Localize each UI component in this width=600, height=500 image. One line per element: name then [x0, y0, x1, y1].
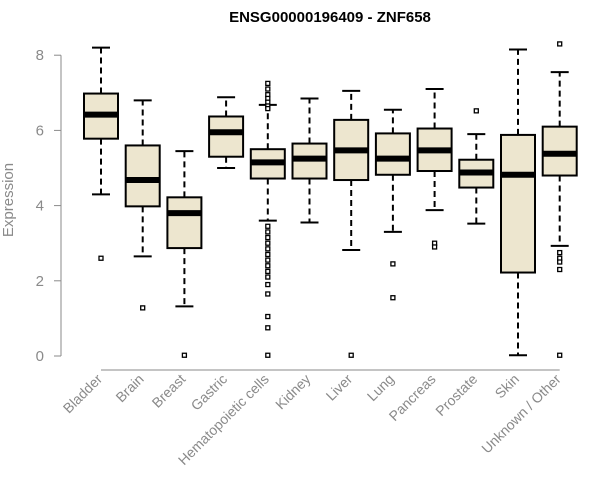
x-tick-label: Bladder	[60, 371, 106, 417]
box-breast	[166, 150, 203, 358]
outlier-point	[265, 263, 271, 269]
x-tick-label: Prostate	[432, 371, 480, 419]
box-unknown-other	[541, 41, 578, 358]
outlier-point	[390, 295, 396, 301]
outlier-point	[431, 244, 438, 250]
outlier-point	[265, 291, 271, 297]
outlier-point	[265, 229, 271, 235]
x-tick-label: Kidney	[272, 371, 314, 413]
outlier-point	[557, 259, 563, 265]
x-tick-label: Liver	[323, 371, 356, 404]
x-tick-label: Brain	[112, 371, 146, 405]
box-brain	[124, 99, 161, 311]
outlier-point	[265, 251, 271, 258]
x-tick-label: Unknown / Other	[478, 371, 564, 457]
box-kidney	[291, 97, 328, 224]
outlier-point	[265, 352, 271, 358]
y-tick-label: 4	[36, 198, 44, 215]
outlier-point	[265, 281, 271, 288]
outlier-point	[265, 86, 271, 92]
chart-title: ENSG00000196409 - ZNF658	[229, 9, 431, 26]
outlier-point	[265, 223, 271, 229]
box-prostate	[458, 108, 495, 225]
box-gastric	[208, 96, 245, 169]
outlier-point	[265, 234, 271, 241]
box-hematopoietic-cells	[249, 80, 286, 358]
axes: 0 2 4 6 8	[36, 47, 560, 371]
outlier-point	[265, 105, 271, 112]
outlier-point	[265, 246, 271, 252]
x-tick-label: Skin	[492, 371, 523, 402]
outlier-point	[473, 108, 479, 114]
box-pancreas	[416, 88, 453, 250]
outlier-point	[98, 255, 104, 261]
box-bladder	[83, 46, 119, 261]
y-tick-label: 6	[36, 122, 44, 139]
outlier-point	[265, 313, 271, 320]
x-tick-label: Lung	[364, 371, 397, 404]
iqr-box	[500, 133, 536, 274]
outlier-point	[265, 274, 271, 280]
x-tick-label: Breast	[149, 371, 189, 411]
outlier-point	[265, 80, 271, 87]
outlier-point	[557, 352, 563, 358]
iqr-box	[124, 144, 161, 208]
box-lung	[374, 108, 411, 301]
iqr-box	[374, 132, 411, 176]
iqr-box	[166, 196, 203, 250]
outlier-point	[390, 261, 396, 267]
outlier-point	[181, 352, 188, 358]
outlier-point	[557, 41, 563, 47]
outlier-point	[557, 266, 563, 273]
outlier-point	[557, 249, 563, 256]
outlier-point	[265, 325, 271, 331]
box-skin	[500, 48, 536, 357]
box-liver	[333, 89, 370, 358]
boxes	[83, 41, 578, 358]
y-axis-label: Expression	[0, 163, 17, 237]
iqr-box	[208, 115, 245, 158]
y-tick-label: 8	[36, 47, 44, 64]
y-tick-label: 0	[36, 348, 44, 365]
outlier-point	[265, 268, 271, 275]
outlier-point	[265, 257, 271, 263]
outlier-point	[265, 240, 271, 246]
outlier-point	[140, 305, 146, 311]
y-tick-label: 2	[36, 273, 44, 290]
outlier-point	[348, 352, 354, 358]
